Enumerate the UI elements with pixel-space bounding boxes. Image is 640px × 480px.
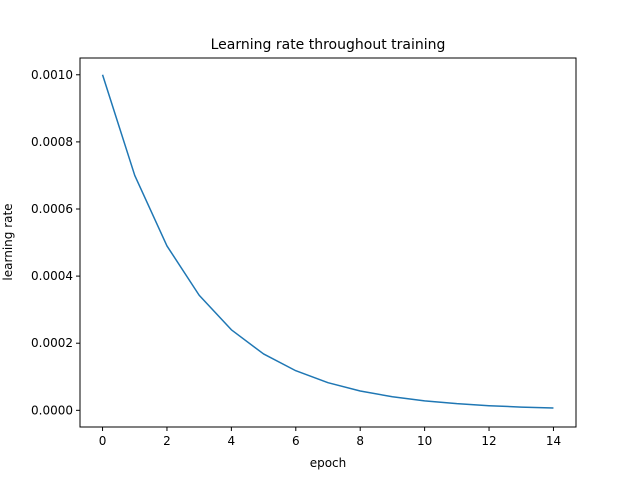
y-tick-label: 0.0004 [31,269,73,283]
x-tick-label: 6 [292,434,300,448]
y-tick-label: 0.0002 [31,336,73,350]
y-tick-label: 0.0008 [31,135,73,149]
x-tick-label: 14 [546,434,561,448]
x-tick-label: 8 [356,434,364,448]
y-tick-label: 0.0006 [31,202,73,216]
x-axis-label: epoch [310,456,347,470]
axes-frame [79,57,577,428]
y-axis-label: learning rate [1,203,15,280]
chart-title: Learning rate throughout training [211,37,446,53]
y-axis: 0.0000 0.0002 0.0004 0.0006 0.0008 0.0010 [31,68,80,417]
x-tick-label: 10 [417,434,432,448]
plot-area [101,74,554,409]
x-tick-label: 2 [163,434,171,448]
x-tick-label: 0 [99,434,107,448]
y-tick-label: 0.0000 [31,403,73,417]
x-axis: 0 2 4 6 8 10 12 14 [99,427,561,448]
x-tick-label: 4 [228,434,236,448]
series-line [101,74,554,409]
x-tick-label: 12 [481,434,496,448]
y-tick-label: 0.0010 [31,68,73,82]
